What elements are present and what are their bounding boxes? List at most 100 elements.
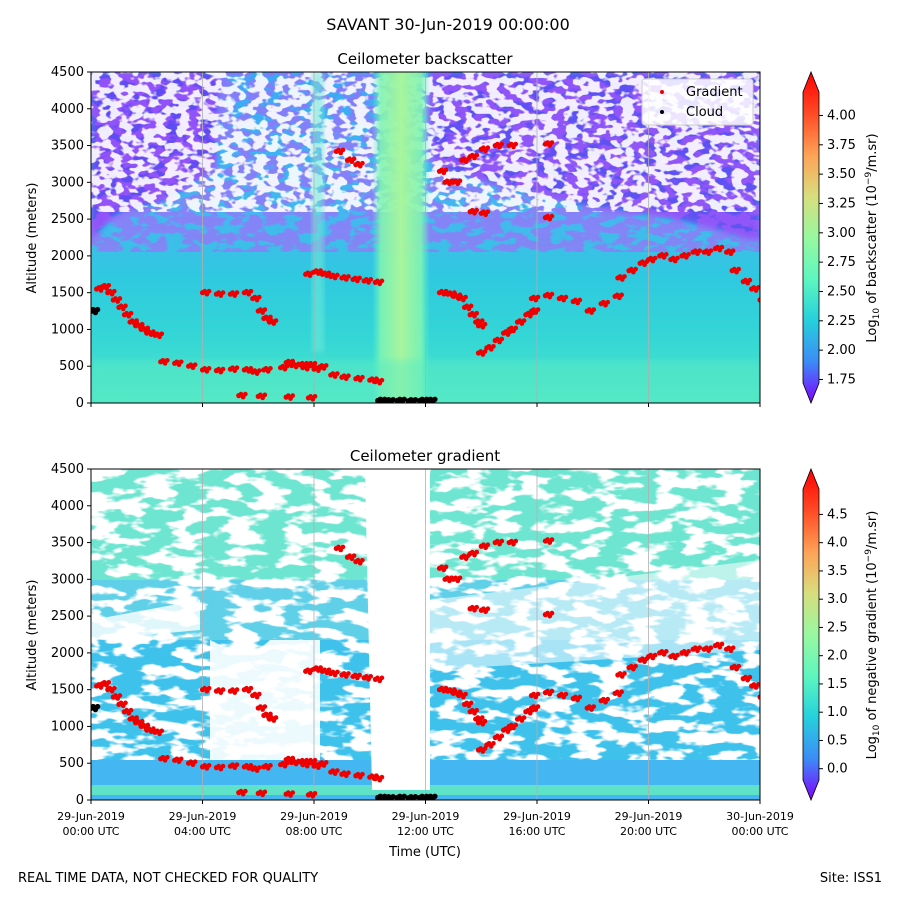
y-tick-label: 3000 (51, 175, 84, 190)
gradient-point (622, 671, 627, 676)
gradient-point (730, 248, 736, 254)
gradient-point (633, 663, 638, 669)
gradient-point (491, 740, 496, 746)
gradient-point (128, 310, 134, 316)
gradient-point (577, 297, 583, 303)
gradient-point (318, 665, 323, 670)
gradient-point (248, 288, 254, 294)
gradient-point (151, 726, 156, 731)
gradient-point (334, 669, 340, 675)
gradient-point (521, 715, 527, 720)
gradient-point (178, 756, 184, 762)
x-tick-label-date: 29-Jun-2019 (57, 810, 125, 823)
gradient-title: Ceilometer gradient (350, 447, 500, 465)
gradient-point (457, 575, 463, 581)
gradient-point (268, 366, 273, 371)
footer-disclaimer: REAL TIME DATA, NOT CHECKED FOR QUALITY (18, 871, 318, 886)
backscatter-gridlines (202, 72, 649, 403)
gradient-point (134, 715, 139, 720)
gradient-point (563, 691, 569, 697)
backscatter-title: Ceilometer backscatter (337, 50, 513, 68)
gradient-point (535, 307, 541, 312)
gradient-point (730, 645, 736, 651)
gradient-point (248, 366, 254, 371)
gradient-point (697, 248, 703, 254)
gradient-point (513, 141, 519, 147)
gradient-point (468, 700, 474, 706)
gradient-point (485, 209, 491, 215)
gradient-point (379, 377, 385, 383)
gradient-point (159, 331, 165, 337)
colorbar-tick-label: 2.5 (827, 620, 848, 635)
gradient-point (482, 718, 488, 724)
gradient-point (262, 789, 268, 795)
gradient-point (499, 538, 505, 544)
gradient-point (485, 606, 491, 612)
gradient-point (346, 274, 351, 279)
gradient-point (759, 297, 760, 300)
gradient-point (686, 649, 691, 654)
legend-cloud-label: Cloud (686, 105, 723, 120)
gradient-point (256, 765, 262, 770)
gradient-point (178, 359, 184, 365)
gradient-point (605, 299, 611, 305)
gradient-point (290, 358, 296, 364)
gradient-point (474, 152, 480, 158)
y-tick-label: 1500 (51, 286, 84, 301)
gradient-point (312, 360, 318, 366)
gradient-point (334, 272, 340, 278)
x-tick-label-date: 29-Jun-2019 (392, 810, 460, 823)
colorbar-tick-label: 3.50 (827, 167, 856, 182)
gradient-point (549, 688, 555, 694)
y-tick-label: 2500 (51, 609, 84, 624)
x-tick-label-time: 00:00 UTC (731, 825, 788, 838)
gradient-point (145, 722, 151, 728)
gradient-point (736, 663, 742, 669)
gradient-point (268, 763, 273, 768)
gradient-point (755, 285, 760, 290)
backscatter-plume (372, 72, 430, 403)
x-tick-label-time: 16:00 UTC (508, 825, 565, 838)
colorbar-tick-label: 1.75 (827, 372, 856, 387)
colorbar-tick-label: 3.5 (827, 564, 848, 579)
gradient-point (474, 207, 480, 213)
gradient-point (675, 255, 680, 261)
gradient-point (491, 343, 496, 349)
cloud-point (401, 396, 407, 402)
gradient-point (513, 722, 519, 728)
backscatter-colorbar: 1.75 2.00 2.25 2.50 2.75 3.00 3.25 3.50 3.75 4.00 (802, 70, 856, 405)
gradient-point (535, 704, 541, 709)
gradient-y-axis: 0 500 1000 1500 2000 2500 3000 3500 4000 4500 (51, 462, 91, 808)
backscatter-points (91, 140, 760, 403)
gradient-point (485, 542, 491, 548)
gradient-point (340, 147, 346, 153)
gradient-point (757, 297, 760, 303)
gradient-point (117, 693, 123, 698)
backscatter-colorbar-label: Log10 of backscatter (10−9/m.sr) (864, 133, 882, 342)
gradient-point (513, 325, 519, 331)
colorbar-tick-label: 4.00 (827, 108, 856, 123)
gradient-point (457, 178, 463, 184)
gradient-point (234, 290, 240, 295)
gradient-point (220, 366, 226, 372)
y-tick-label: 0 (76, 396, 84, 411)
colorbar-tick-label: 2.25 (827, 314, 856, 329)
gradient-point (206, 366, 212, 371)
gradient-point (111, 288, 117, 294)
gradient-point (479, 715, 485, 720)
x-axis-label: Time (UTC) (388, 845, 461, 860)
gradient-point (463, 294, 468, 300)
colorbar-tick-label: 2.75 (827, 255, 856, 270)
gradient-point (563, 294, 569, 300)
legend-gradient-label: Gradient (686, 85, 743, 100)
gradient-point (513, 538, 519, 544)
gradient-point (248, 763, 254, 768)
gradient-point (474, 707, 480, 713)
backscatter-y-axis: 0 500 1000 1500 2000 2500 3000 3500 4000 4500 (51, 65, 91, 411)
x-tick-label-time: 12:00 UTC (397, 825, 454, 838)
y-tick-label: 3500 (51, 536, 84, 551)
gradient-point (368, 277, 374, 282)
gradient-points (91, 537, 760, 800)
cloud-point (94, 703, 101, 710)
gradient-point (591, 307, 597, 312)
